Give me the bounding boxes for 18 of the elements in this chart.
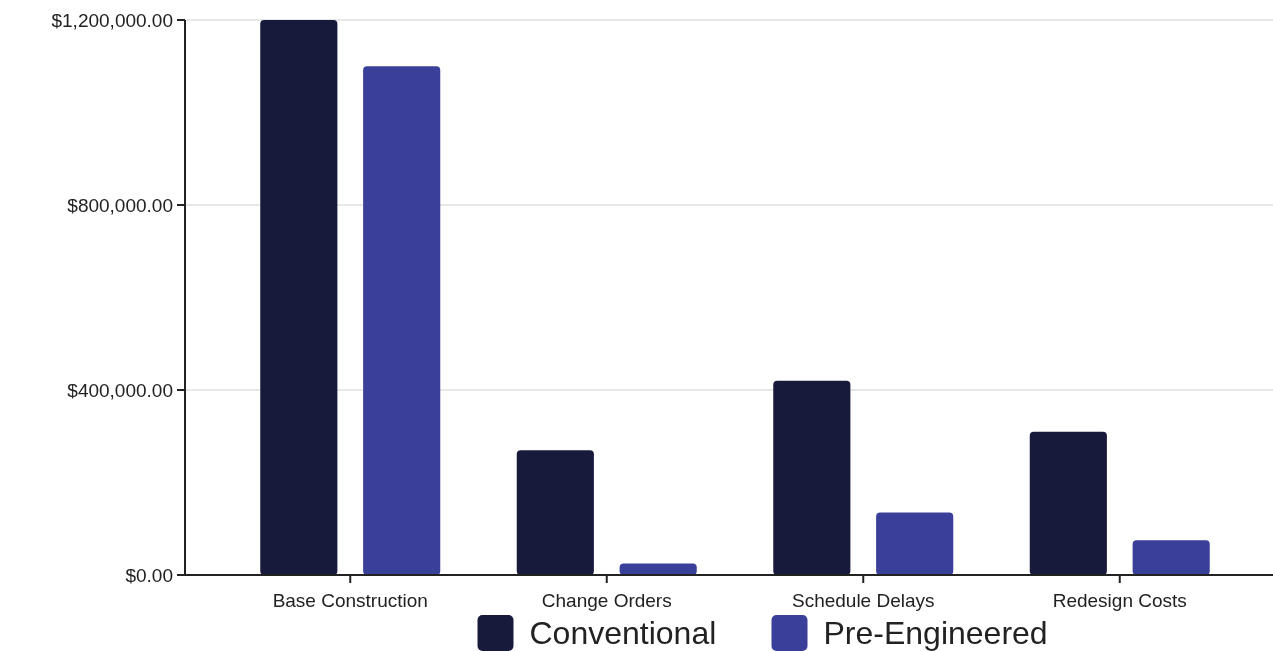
bar — [363, 66, 441, 575]
bar — [773, 380, 851, 575]
x-tick-label: Base Construction — [272, 590, 428, 611]
y-tick-label: $800,000.00 — [67, 194, 173, 216]
x-tick-label: Schedule Delays — [791, 590, 935, 611]
bar — [876, 512, 954, 575]
bar — [516, 450, 594, 575]
y-tick-label: $1,200,000.00 — [51, 9, 173, 31]
bar — [1132, 540, 1210, 575]
x-tick-label: Redesign Costs — [1052, 590, 1187, 611]
legend-label: Conventional — [529, 615, 717, 651]
legend-label: Pre-Engineered — [823, 615, 1048, 651]
bar — [260, 20, 338, 575]
x-tick-label: Change Orders — [541, 590, 672, 611]
bar — [1029, 431, 1107, 575]
y-tick-label: $400,000.00 — [67, 379, 173, 401]
y-tick-label: $0.00 — [125, 564, 173, 586]
bar — [619, 563, 697, 575]
